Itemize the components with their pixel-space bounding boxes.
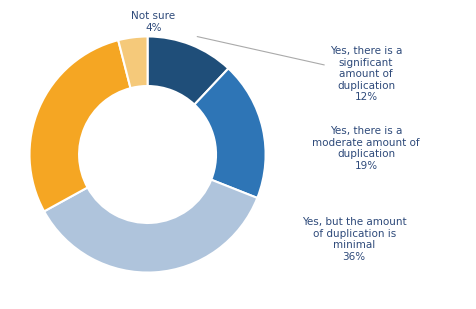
Wedge shape xyxy=(148,36,228,104)
Wedge shape xyxy=(30,40,130,211)
Text: Yes, there is a
significant
amount of
duplication
12%: Yes, there is a significant amount of du… xyxy=(197,36,402,102)
Wedge shape xyxy=(194,69,266,198)
Text: Yes, there is a
moderate amount of
duplication
19%: Yes, there is a moderate amount of dupli… xyxy=(312,126,420,171)
Wedge shape xyxy=(118,36,148,88)
Text: Not sure
4%: Not sure 4% xyxy=(131,11,176,33)
Wedge shape xyxy=(44,180,258,273)
Text: Yes, but the amount
of duplication is
minimal
36%: Yes, but the amount of duplication is mi… xyxy=(302,217,407,262)
